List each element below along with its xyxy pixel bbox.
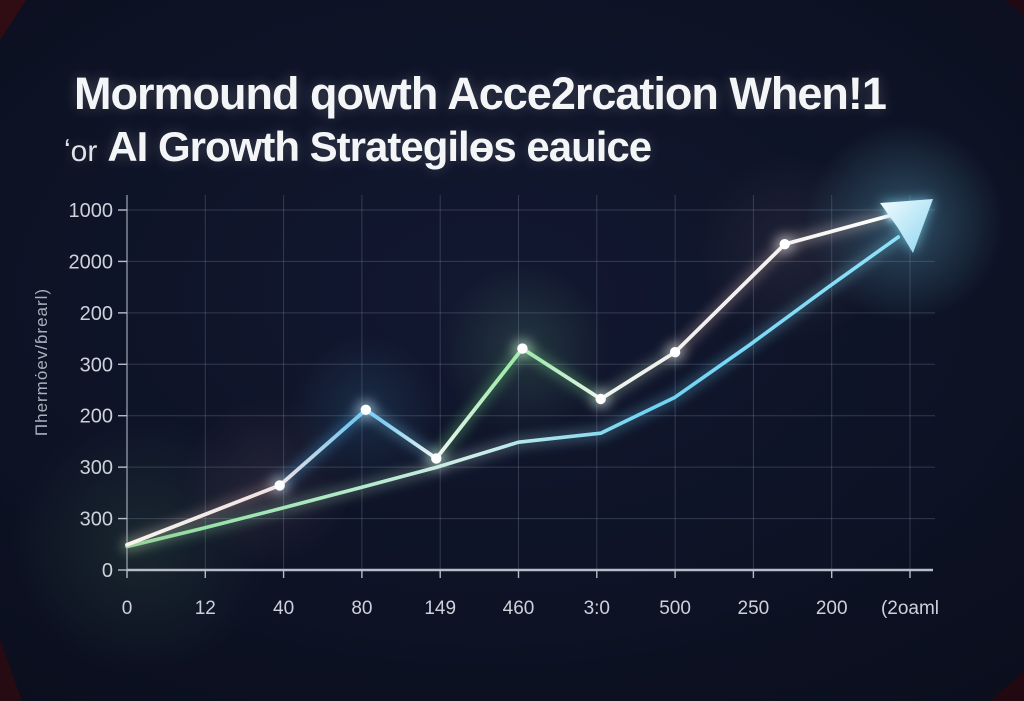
corner-accent-bottom-right [990, 671, 1024, 701]
data-point [779, 239, 790, 250]
x-tick-label: 460 [503, 598, 535, 619]
x-tick-label: 12 [195, 598, 216, 619]
corner-accent-top-left [0, 0, 26, 40]
y-tick-label: 200 [80, 406, 113, 428]
x-tick-label: (2oaml [881, 598, 939, 619]
x-tick-label: 500 [659, 598, 691, 619]
zigzag-segment [434, 346, 525, 461]
y-tick-label: 2000 [69, 251, 114, 273]
zigzag-segment [782, 213, 893, 247]
y-axis-title: Пhermȯev/ɓrearl) [32, 287, 51, 437]
x-tick-label: 149 [424, 598, 456, 619]
x-tick-label: 3:0 [584, 598, 610, 619]
x-tick-label: 0 [122, 598, 133, 619]
zigzag-segment [363, 407, 439, 461]
data-point [669, 347, 681, 358]
y-tick-label: 0 [102, 560, 113, 582]
zigzag-segment [125, 483, 282, 547]
zigzag-segment [520, 346, 603, 401]
x-tick-label: 200 [816, 598, 848, 619]
axes-layer [118, 195, 933, 578]
data-point [274, 480, 285, 491]
data-point [360, 404, 372, 415]
tick-label-layer: 0 12 40 80 149 460 3:0 500 250 200 (2oaml100020002… [69, 200, 940, 619]
marker-layer [269, 234, 795, 496]
x-tick-label: 80 [351, 598, 372, 619]
corner-accent-bottom-left [0, 639, 22, 701]
zigzag-segment [673, 242, 787, 355]
ambient-glow-layer [10, 122, 1005, 675]
growth-arrow-icon [880, 199, 933, 253]
zigzag-segment [598, 350, 677, 401]
zigzag-line-layer [125, 213, 893, 547]
x-tick-label: 250 [738, 598, 770, 619]
data-point [595, 393, 606, 405]
y-tick-label: 200 [80, 303, 113, 325]
y-tick-label: 300 [80, 509, 113, 531]
data-point [431, 453, 442, 464]
data-point [517, 343, 528, 354]
zigzag-segment [277, 407, 368, 488]
x-tick-label: 40 [273, 598, 294, 619]
smooth-line [125, 235, 901, 549]
y-tick-label: 300 [80, 457, 113, 479]
y-tick-label: 1000 [69, 200, 114, 222]
y-tick-label: 300 [80, 354, 113, 376]
corner-accent-top-right [1004, 0, 1024, 16]
